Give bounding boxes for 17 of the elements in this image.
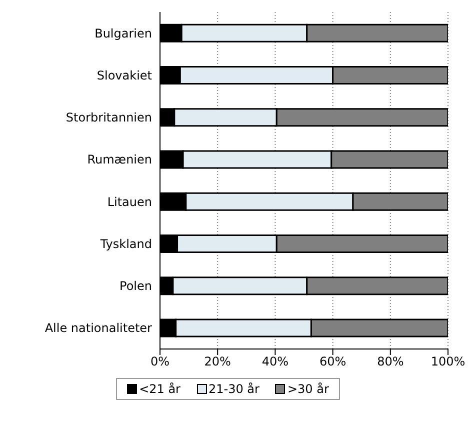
x-tick-label: 0%	[150, 354, 170, 369]
x-tick-label: 60%	[319, 354, 346, 369]
x-tick-label: 20%	[204, 354, 231, 369]
y-tick-label: Tyskland	[99, 236, 152, 251]
legend-label: 21-30 år	[208, 382, 260, 396]
y-tick-label: Storbritannien	[66, 110, 152, 125]
y-tick-label: Polen	[120, 279, 152, 294]
y-tick-label: Rumænien	[87, 152, 152, 167]
y-tick-label: Slovakiet	[96, 68, 152, 82]
x-tick-label: 100%	[430, 354, 466, 369]
y-tick-label: Alle nationaliteter	[44, 321, 152, 336]
legend-label: >30 år	[287, 382, 329, 396]
x-tick-label: 40%	[262, 354, 289, 369]
x-tick-label: 80%	[377, 354, 404, 369]
y-tick-label: Bulgarien	[94, 26, 152, 40]
legend-label: <21 år	[139, 382, 180, 396]
y-tick-label: Litauen	[107, 194, 152, 209]
